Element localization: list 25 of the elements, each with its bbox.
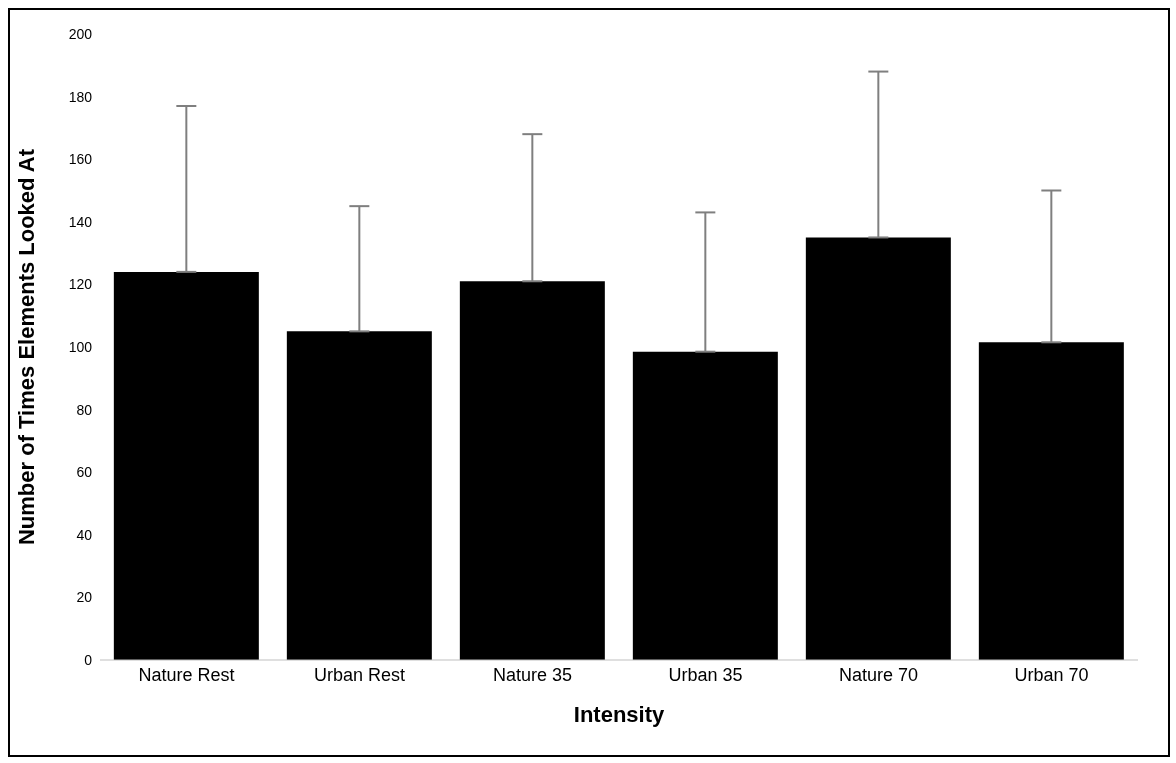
y-tick-label: 120 [68, 276, 93, 293]
y-tick-label: 100 [68, 338, 93, 355]
bar [805, 237, 951, 660]
bar [978, 342, 1124, 660]
x-axis-title: Intensity [573, 702, 665, 727]
bar [459, 281, 605, 660]
bar [286, 331, 432, 660]
y-tick-label: 180 [68, 88, 93, 105]
y-axis-title: Number of Times Elements Looked At [13, 148, 39, 546]
y-tick-label: 40 [76, 526, 93, 543]
x-tick-label: Urban 70 [1014, 664, 1089, 685]
y-tick-label: 160 [68, 151, 93, 168]
x-tick-label: Nature Rest [138, 664, 235, 685]
y-tick-label: 200 [68, 25, 93, 42]
y-tick-label: 0 [84, 651, 93, 668]
y-tick-label: 80 [76, 401, 93, 418]
x-tick-label: Nature 35 [492, 664, 573, 685]
x-tick-label: Urban 35 [668, 664, 743, 685]
y-tick-label: 140 [68, 213, 93, 230]
bar [632, 351, 778, 660]
y-tick-label: 20 [76, 589, 93, 606]
x-tick-label: Urban Rest [313, 664, 406, 685]
x-tick-label: Nature 70 [838, 664, 919, 685]
bar [113, 271, 259, 660]
y-tick-label: 60 [76, 464, 93, 481]
